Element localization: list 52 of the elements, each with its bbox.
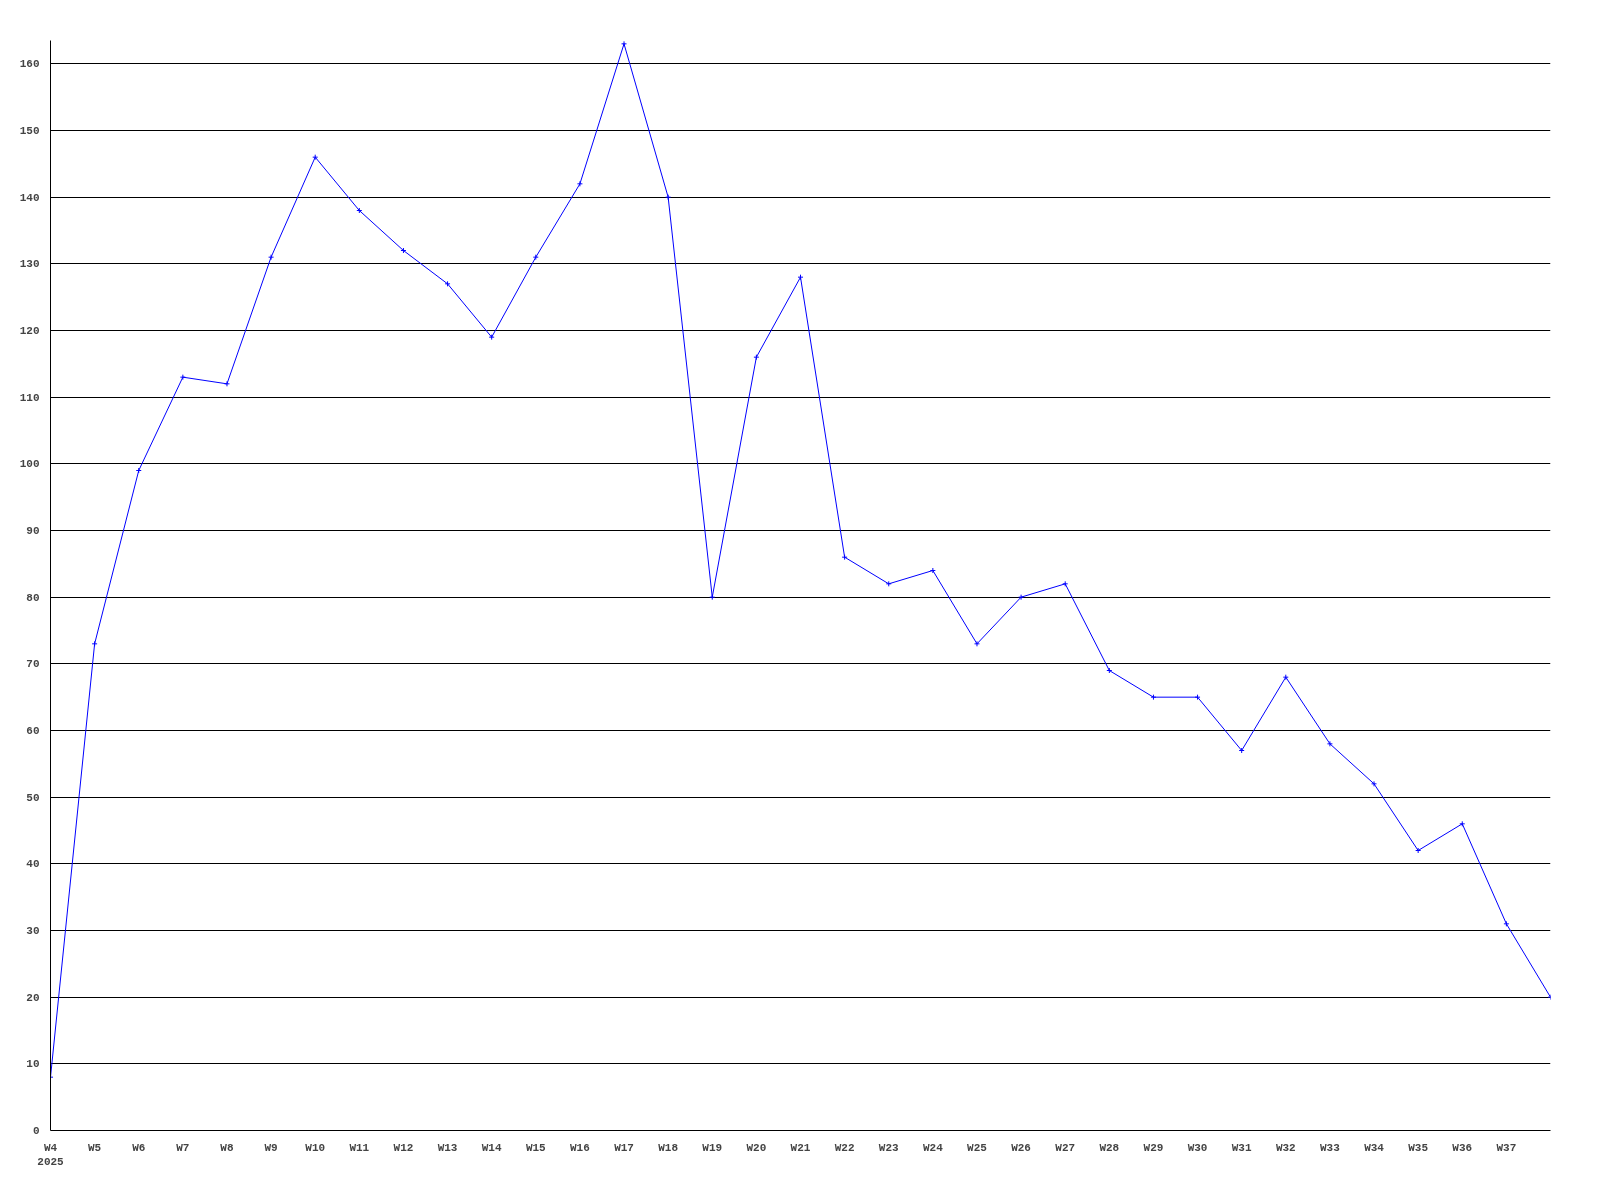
x-tick-label: W21 <box>790 1141 811 1154</box>
x-tick-label: W7 <box>176 1141 190 1154</box>
x-tick-label: W12 <box>393 1141 414 1154</box>
x-tick-label: W13 <box>437 1141 458 1154</box>
y-tick-label: 130 <box>19 258 40 271</box>
x-tick-label: W34 <box>1364 1141 1385 1154</box>
y-tick-label: 30 <box>26 925 40 937</box>
y-tick-label: 150 <box>19 125 40 137</box>
y-tick-label: 40 <box>26 858 40 871</box>
y-tick-label: 100 <box>19 458 40 471</box>
y-tick-label: 140 <box>19 191 40 204</box>
x-tick-label: W23 <box>878 1141 900 1154</box>
y-tick-label: 10 <box>26 1058 40 1071</box>
x-tick-label: W8 <box>220 1141 234 1154</box>
x-tick-label: W32 <box>1275 1141 1296 1154</box>
x-tick-label: W5 <box>88 1141 102 1154</box>
y-tick-label: 0 <box>32 1125 40 1137</box>
y-tick-label: 160 <box>19 58 40 71</box>
x-tick-label: W17 <box>614 1141 634 1154</box>
x-tick-label: W29 <box>1143 1141 1164 1154</box>
x-tick-label: W18 <box>658 1141 679 1154</box>
x-tick-label: W28 <box>1099 1141 1120 1154</box>
y-tick-label: 110 <box>19 391 40 404</box>
y-tick-label: 50 <box>26 791 40 804</box>
text: 2025 <box>37 1155 65 1168</box>
x-tick-label: W22 <box>834 1141 855 1154</box>
x-tick-label: W30 <box>1187 1141 1208 1154</box>
y-tick-label: 120 <box>19 325 40 337</box>
x-tick-label: W20 <box>746 1141 767 1154</box>
x-tick-label: W31 <box>1231 1141 1252 1154</box>
x-tick-label: W15 <box>525 1141 547 1154</box>
x-tick-label: W4 <box>43 1141 58 1154</box>
x-tick-label: W11 <box>349 1141 370 1154</box>
x-tick-label: W14 <box>481 1141 502 1154</box>
y-tick-label: 80 <box>26 591 40 604</box>
x-tick-label: W35 <box>1408 1141 1429 1154</box>
x-tick-label: W27 <box>1055 1141 1076 1154</box>
x-tick-label: W9 <box>264 1141 278 1154</box>
x-tick-label: W19 <box>702 1141 723 1154</box>
x-tick-label: W36 <box>1452 1141 1473 1154</box>
y-tick-label: 20 <box>26 991 40 1004</box>
y-tick-label: 60 <box>26 725 40 737</box>
y-tick-label: 90 <box>26 525 40 537</box>
x-tick-label: W10 <box>305 1141 326 1154</box>
y-tick-label: 70 <box>26 658 40 671</box>
x-tick-label: W33 <box>1320 1141 1341 1154</box>
x-tick-label: W24 <box>922 1141 944 1154</box>
x-tick-label: W25 <box>967 1141 988 1154</box>
x-tick-label: W16 <box>570 1141 590 1154</box>
x-tick-label: W6 <box>132 1141 146 1154</box>
x-tick-label: W37 <box>1496 1141 1517 1154</box>
x-tick-label: W26 <box>1011 1141 1031 1154</box>
